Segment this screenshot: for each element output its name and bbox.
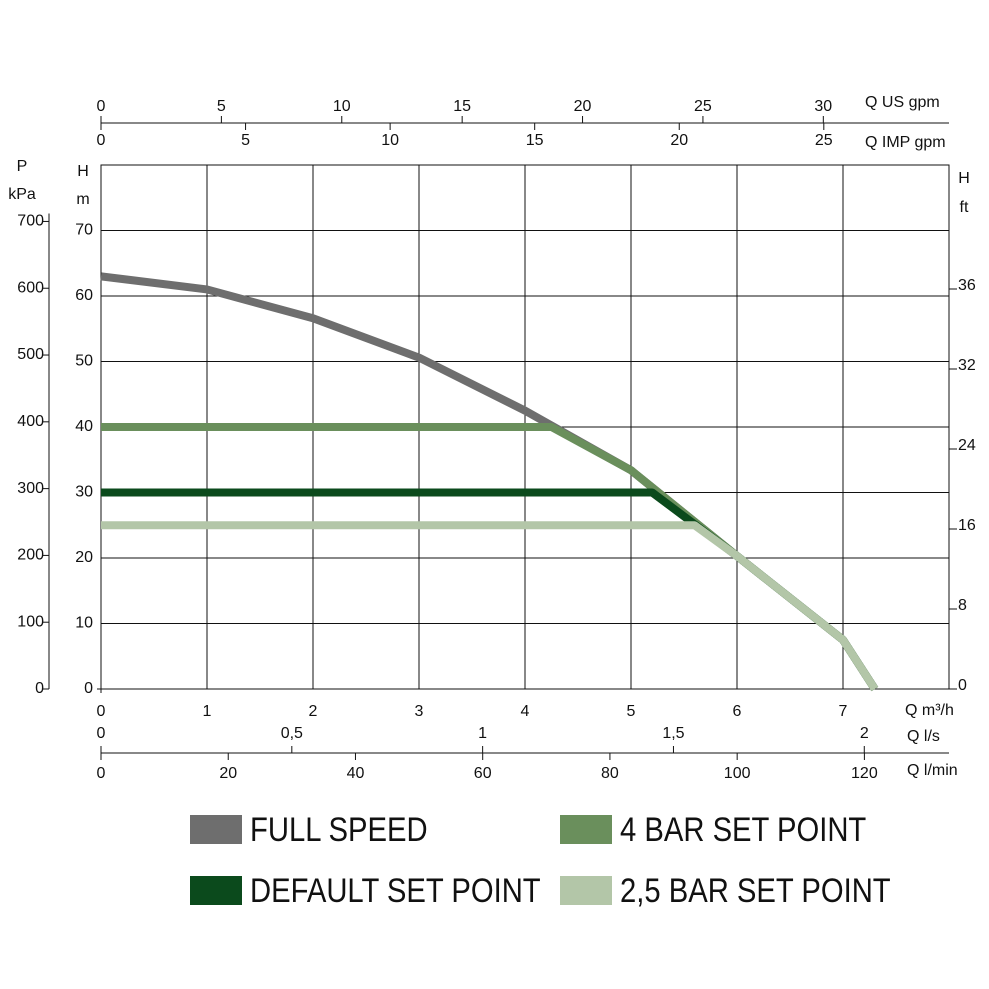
axis-tick-label: 25 — [815, 132, 833, 149]
y-axis-label: H — [77, 163, 89, 180]
y-tick-label: 0 — [84, 680, 93, 697]
ft-tick-label: 32 — [958, 357, 976, 374]
y-tick-label: 50 — [75, 353, 93, 370]
axis-tick-label: 120 — [851, 765, 878, 782]
y-tick-label: 40 — [75, 418, 93, 435]
ft-tick-label: 16 — [958, 517, 976, 534]
legend-swatch — [560, 815, 612, 844]
kpa-tick-label: 500 — [17, 346, 44, 363]
axis-tick-label: 1 — [478, 725, 487, 742]
curve — [100, 272, 879, 692]
ft-axis-label: H — [958, 170, 970, 187]
ft-tick-label: 8 — [958, 597, 967, 614]
legend-label: FULL SPEED — [250, 810, 428, 849]
axis-tick-label: 10 — [381, 132, 399, 149]
y-tick-label: 20 — [75, 549, 93, 566]
ft-tick-label: 24 — [958, 437, 976, 454]
kpa-tick-label: 300 — [17, 480, 44, 497]
kpa-tick-label: 600 — [17, 279, 44, 296]
axis-tick-label: 0,5 — [281, 725, 303, 742]
y-tick-label: 70 — [75, 222, 93, 239]
axis-unit-label: Q l/min — [907, 762, 958, 779]
legend-label: 2,5 BAR SET POINT — [620, 871, 891, 910]
axis-tick-label: 15 — [526, 132, 544, 149]
kpa-tick-label: 100 — [17, 613, 44, 630]
axis-tick-label: 5 — [217, 98, 226, 115]
curve — [101, 521, 879, 692]
x-tick-label: 0 — [97, 703, 106, 720]
axis-tick-label: 0 — [97, 132, 106, 149]
axis-tick-label: 20 — [670, 132, 688, 149]
x-tick-label: 7 — [839, 703, 848, 720]
ft-axis-label: ft — [960, 199, 969, 216]
kpa-axis-label: P — [17, 158, 28, 175]
axis-tick-label: 10 — [333, 98, 351, 115]
kpa-tick-label: 700 — [17, 213, 44, 230]
x-tick-label: 5 — [627, 703, 636, 720]
kpa-tick-label: 400 — [17, 413, 44, 430]
x-tick-label: 6 — [733, 703, 742, 720]
axis-tick-label: 0 — [97, 725, 106, 742]
axis-tick-label: 100 — [724, 765, 751, 782]
legend-label: 4 BAR SET POINT — [620, 810, 866, 849]
axis-unit-label: Q l/s — [907, 728, 940, 745]
axis-tick-label: 40 — [347, 765, 365, 782]
x-tick-label: 4 — [521, 703, 530, 720]
y-tick-label: 10 — [75, 615, 93, 632]
axis-tick-label: 0 — [97, 765, 106, 782]
axis-tick-label: 5 — [241, 132, 250, 149]
legend-swatch — [190, 815, 242, 844]
axis-unit-label: Q US gpm — [865, 94, 940, 111]
kpa-tick-label: 0 — [35, 680, 44, 697]
axis-unit-label: Q IMP gpm — [865, 134, 946, 151]
x-tick-label: 1 — [203, 703, 212, 720]
legend-label: DEFAULT SET POINT — [250, 871, 541, 910]
axis-tick-label: 2 — [860, 725, 869, 742]
kpa-tick-label: 200 — [17, 547, 44, 564]
x-axis-label: Q m³/h — [905, 702, 954, 719]
axis-tick-label: 25 — [694, 98, 712, 115]
legend-entry: DEFAULT SET POINT — [250, 871, 541, 910]
ft-tick-label: 0 — [958, 677, 967, 694]
axis-tick-label: 30 — [814, 98, 832, 115]
axis-tick-label: 60 — [474, 765, 492, 782]
axis-tick-label: 15 — [453, 98, 471, 115]
axis-tick-label: 80 — [601, 765, 619, 782]
axis-tick-label: 0 — [97, 98, 106, 115]
legend-entry: FULL SPEED — [250, 810, 428, 849]
legend-swatch — [560, 876, 612, 905]
axis-tick-label: 20 — [219, 765, 237, 782]
legend-swatch — [190, 876, 242, 905]
y-axis-label: m — [76, 191, 89, 208]
kpa-axis-label: kPa — [8, 186, 36, 203]
ft-tick-label: 36 — [958, 277, 976, 294]
axis-tick-label: 20 — [574, 98, 592, 115]
y-tick-label: 30 — [75, 484, 93, 501]
legend-entry: 4 BAR SET POINT — [620, 810, 866, 849]
x-tick-label: 3 — [415, 703, 424, 720]
axis-tick-label: 1,5 — [662, 725, 684, 742]
x-tick-label: 2 — [309, 703, 318, 720]
legend-entry: 2,5 BAR SET POINT — [620, 871, 891, 910]
y-tick-label: 60 — [75, 287, 93, 304]
